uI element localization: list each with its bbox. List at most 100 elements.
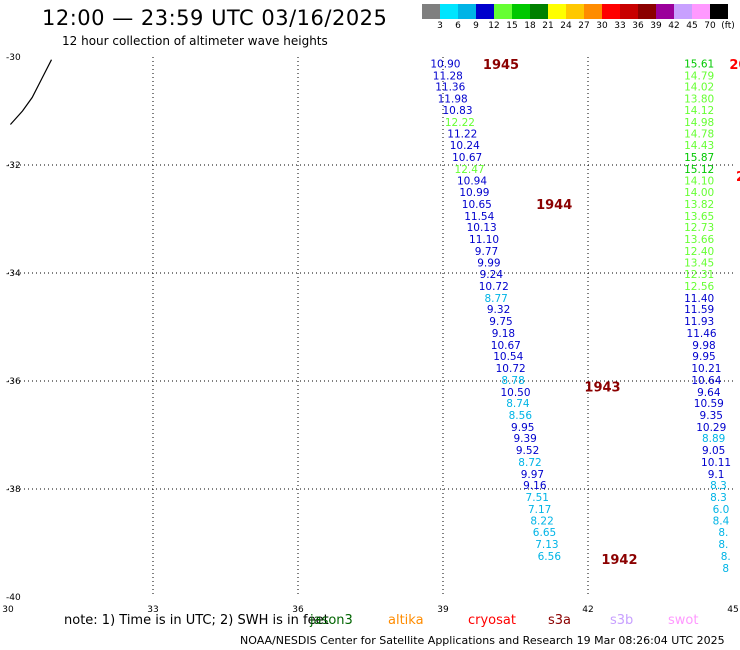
wave-height-label: 8.3 xyxy=(710,480,727,492)
time-label: 1942 xyxy=(601,553,637,568)
x-tick-label: 33 xyxy=(147,605,158,615)
time-label: 20 xyxy=(736,170,740,185)
wave-height-label: 8. xyxy=(718,527,728,539)
wave-height-label: 9.97 xyxy=(521,469,544,481)
scale-swatch xyxy=(422,4,440,19)
wave-height-label: 9.99 xyxy=(477,258,500,270)
scale-swatch xyxy=(584,4,602,19)
wave-height-label: 7.51 xyxy=(526,492,549,504)
wave-height-label: 9.35 xyxy=(700,410,723,422)
wave-height-label: 14.78 xyxy=(684,129,714,141)
chart-subtitle: 12 hour collection of altimeter wave hei… xyxy=(62,34,328,48)
scale-swatch xyxy=(638,4,656,19)
scale-label: 39 xyxy=(650,21,662,31)
wave-height-label: 13.65 xyxy=(684,211,714,223)
wave-height-label: 10.94 xyxy=(457,176,487,188)
scale-label: 70 xyxy=(704,21,716,31)
scale-swatch xyxy=(710,4,728,19)
scale-label: 18 xyxy=(524,21,536,31)
wave-height-label: 12.40 xyxy=(684,246,714,258)
x-tick-label: 45 xyxy=(727,605,738,615)
y-tick-label: -38 xyxy=(6,485,21,495)
wave-height-label: 6.0 xyxy=(713,504,730,516)
wave-height-label: 14.98 xyxy=(684,117,714,129)
wave-height-label: 9.64 xyxy=(697,387,721,399)
satellite-legend-item: cryosat xyxy=(468,613,516,628)
scale-label: 12 xyxy=(488,21,500,31)
y-tick-label: -36 xyxy=(6,377,21,387)
x-tick-label: 30 xyxy=(2,605,14,615)
wave-height-label: 14.12 xyxy=(684,105,714,117)
wave-height-label: 11.10 xyxy=(469,234,499,246)
scale-swatch xyxy=(548,4,566,19)
x-tick-label: 36 xyxy=(292,605,304,615)
chart-title: 12:00 — 23:59 UTC 03/16/2025 xyxy=(42,6,388,30)
wave-height-label: 9.1 xyxy=(708,469,725,481)
wave-height-label: 12.56 xyxy=(684,281,714,293)
wave-height-label: 11.46 xyxy=(687,328,717,340)
scale-label: 9 xyxy=(473,21,479,31)
wave-height-label: 10.67 xyxy=(491,340,521,352)
footer-credit: NOAA/NESDIS Center for Satellite Applica… xyxy=(240,634,725,647)
wave-height-label: 11.98 xyxy=(438,94,468,106)
wave-height-label: 15.12 xyxy=(684,164,714,176)
wave-height-label: 8.74 xyxy=(506,398,530,410)
scale-swatch xyxy=(458,4,476,19)
scale-swatch xyxy=(512,4,530,19)
scale-swatch xyxy=(674,4,692,19)
satellite-legend-item: altika xyxy=(388,613,424,628)
time-label: 2038 xyxy=(729,58,740,73)
wave-height-label: 8.72 xyxy=(518,457,541,469)
wave-height-label: 9.95 xyxy=(692,351,715,363)
wave-height-label: 8.78 xyxy=(501,375,524,387)
y-tick-label: -40 xyxy=(6,593,21,603)
wave-height-label: 10.54 xyxy=(493,351,523,363)
coastline xyxy=(9,59,53,125)
time-label: 1943 xyxy=(584,380,620,395)
scale-label: 45 xyxy=(686,21,698,31)
satellite-legend-item: s3b xyxy=(610,613,634,628)
wave-height-label: 8.89 xyxy=(702,433,725,445)
wave-height-label: 9.32 xyxy=(487,304,510,316)
wave-height-label: 9.16 xyxy=(523,480,547,492)
time-label: 1945 xyxy=(483,58,519,73)
wave-height-label: 8.56 xyxy=(509,410,533,422)
scale-label: 33 xyxy=(614,21,626,31)
wave-height-label: 8. xyxy=(718,539,728,551)
wave-height-label: 8.77 xyxy=(484,293,507,305)
wave-height-label: 9.95 xyxy=(511,422,534,434)
wave-height-label: 6.65 xyxy=(533,527,556,539)
wave-height-label: 10.65 xyxy=(462,199,492,211)
wave-height-label: 13.82 xyxy=(684,199,714,211)
wave-height-label: 10.13 xyxy=(467,222,497,234)
wave-height-label: 11.40 xyxy=(684,293,714,305)
scale-swatch xyxy=(440,4,458,19)
wave-height-label: 8.4 xyxy=(713,515,730,527)
wave-height-label: 7.17 xyxy=(528,504,551,516)
scale-swatch xyxy=(656,4,674,19)
scale-swatch xyxy=(620,4,638,19)
wave-height-label: 10.24 xyxy=(450,140,480,152)
wave-height-label: 10.99 xyxy=(459,187,489,199)
wave-height-label: 9.77 xyxy=(475,246,498,258)
wave-height-label: 10.59 xyxy=(694,398,724,410)
scale-label: 21 xyxy=(542,21,554,31)
satellite-legend-item: swot xyxy=(668,613,699,628)
wave-height-label: 6.56 xyxy=(538,551,562,563)
wave-height-label: 14.10 xyxy=(684,176,714,188)
wave-height-label: 12.47 xyxy=(455,164,485,176)
wave-height-label: 9.75 xyxy=(489,316,512,328)
wave-height-label: 12.73 xyxy=(684,222,714,234)
y-tick-label: -34 xyxy=(6,269,21,279)
footer-note: note: 1) Time is in UTC; 2) SWH is in fe… xyxy=(64,613,329,628)
wave-height-label: 9.18 xyxy=(492,328,515,340)
wave-height-label: 11.54 xyxy=(464,211,494,223)
scale-label: 15 xyxy=(506,21,518,31)
wave-height-label: 9.98 xyxy=(692,340,715,352)
wave-height-label: 13.45 xyxy=(684,258,714,270)
wave-height-label: 11.22 xyxy=(447,129,477,141)
scale-label: 36 xyxy=(632,21,644,31)
wave-height-label: 11.28 xyxy=(433,70,463,82)
